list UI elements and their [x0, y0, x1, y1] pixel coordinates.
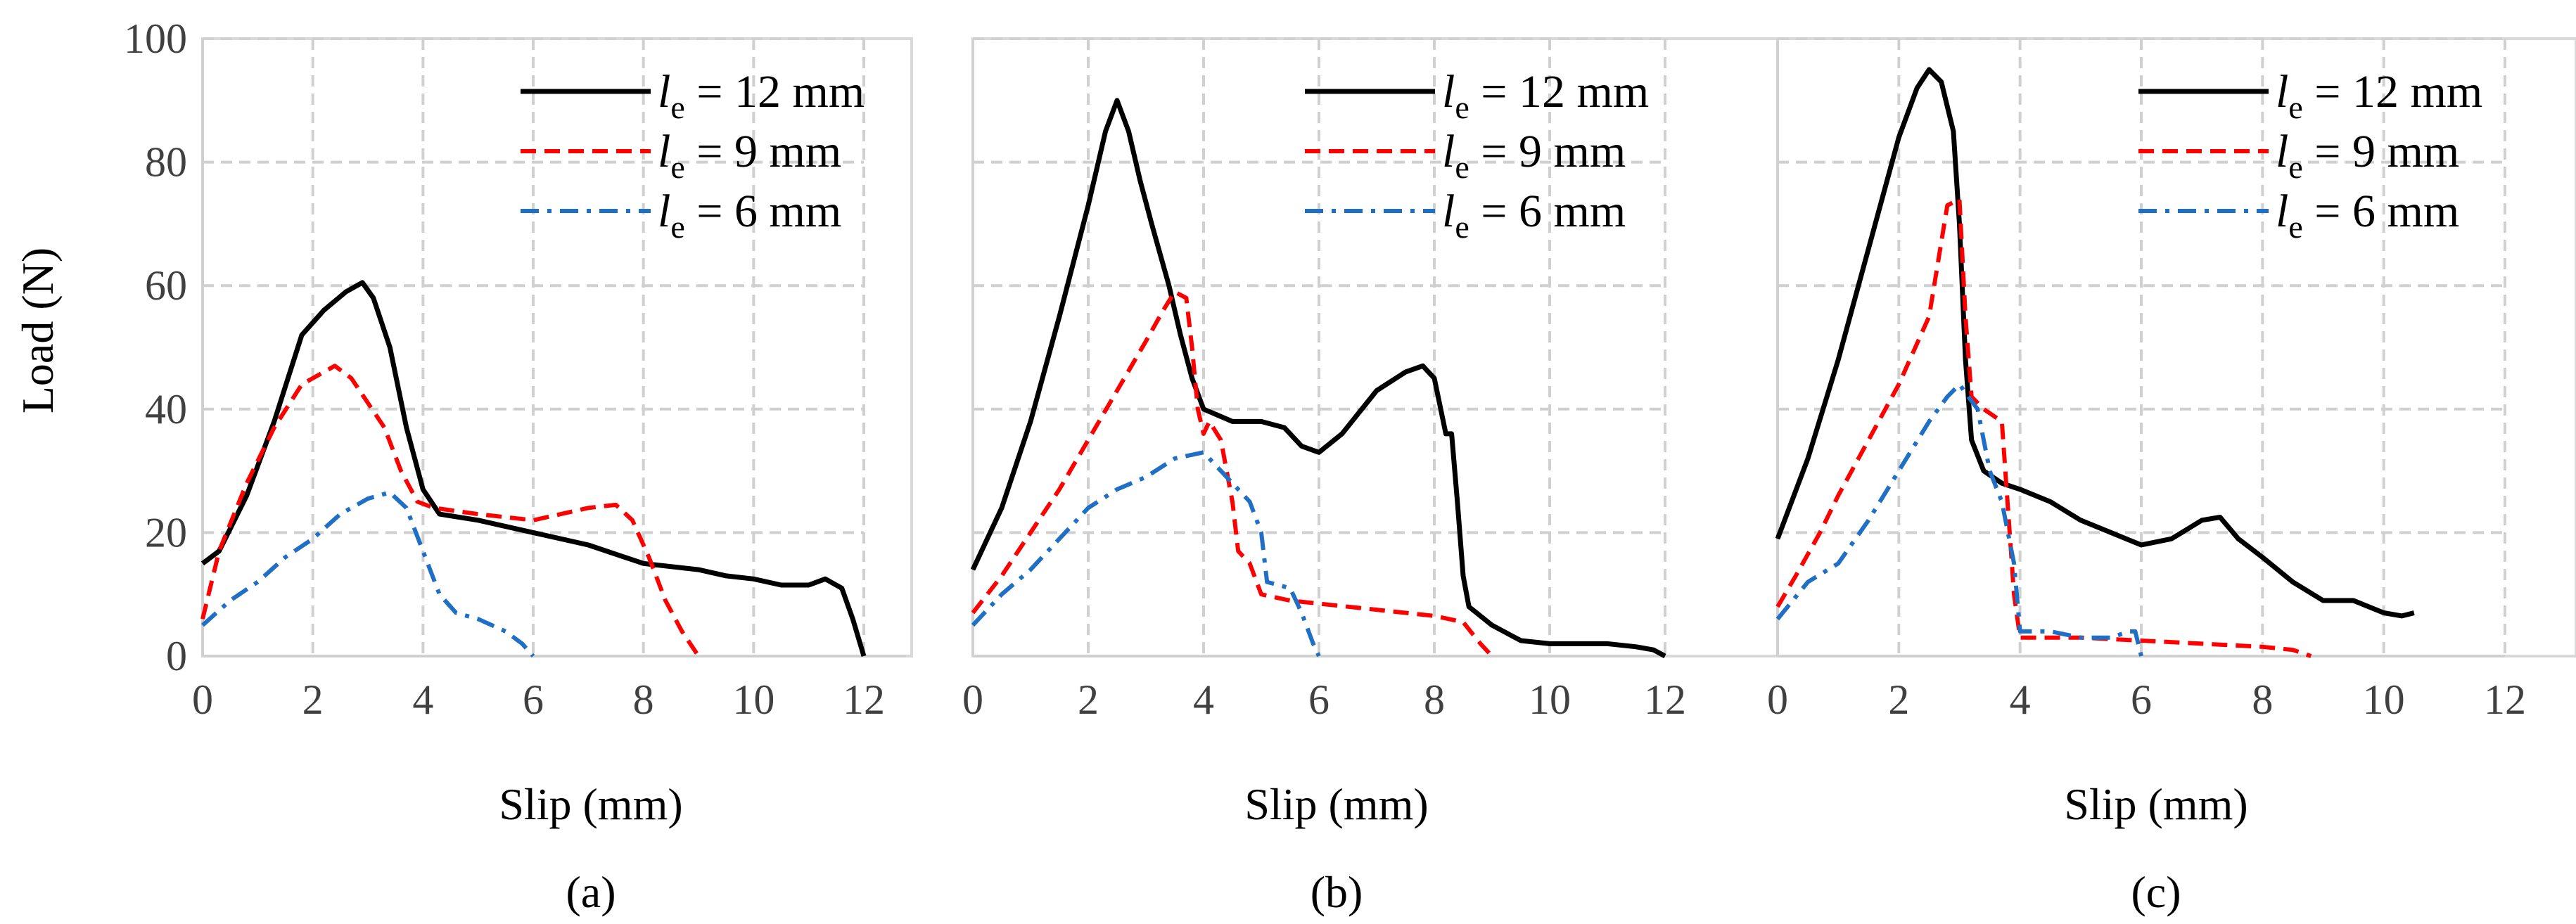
panel-c-x-ticks: 0 2 4 6 8 10 12 [1767, 676, 2526, 723]
panel-a-x-tick-label: 0 [192, 676, 213, 723]
panel-a-y-tick-label: 0 [166, 633, 187, 679]
panel-c-gridlines [1776, 37, 2506, 657]
panel-b-series-2-line [971, 290, 1494, 658]
panel-a-series-3-line [200, 490, 535, 657]
panel-a-x-tick-label: 8 [633, 676, 654, 723]
panel-b-x-tick-label: 12 [1644, 676, 1686, 723]
panel-a-y-tick-label: 80 [145, 139, 187, 186]
panel-c-x-tick-label: 12 [2484, 676, 2526, 723]
panel-c-x-tick-label: 10 [2363, 676, 2405, 723]
panel-a-legend-label: le = 9 mm [658, 126, 841, 185]
panel-a-legend-label: le = 12 mm [658, 66, 865, 125]
panel-a-series-1-line [200, 280, 867, 657]
panel-b-series [970, 98, 1666, 659]
panel-b-x-tick-label: 6 [1308, 676, 1330, 723]
panel-c-x-tick-label: 2 [1888, 676, 1909, 723]
panel-b-x-tick-label: 2 [1078, 676, 1099, 723]
panel-b-legend-label: le = 12 mm [1442, 66, 1649, 125]
panel-b-x-tick-label: 8 [1424, 676, 1445, 723]
panel-c-legend-label: le = 9 mm [2276, 126, 2459, 185]
panel-a-x-tick-label: 12 [843, 676, 885, 723]
panel-b-frame [971, 37, 1780, 657]
panel-b-x-axis-title: Slip (mm) [1244, 779, 1428, 829]
panel-a-series [200, 280, 867, 657]
panel-b-label: (b) [1311, 867, 1363, 917]
panel-a-y-tick-label: 40 [145, 386, 187, 432]
panel-b-x-ticks: 0 2 4 6 8 10 12 [962, 676, 1686, 723]
panel-c-series [1775, 67, 2415, 658]
y-axis-title: Load (N) [13, 248, 63, 413]
panel-c-x-tick-label: 8 [2252, 676, 2273, 723]
panel-a-frame [201, 37, 913, 657]
panel-a-x-tick-label: 2 [302, 676, 324, 723]
panel-a-x-ticks: 0 2 4 6 8 10 12 [192, 676, 885, 723]
panel-a-x-tick-label: 10 [732, 676, 774, 723]
panel-a-legend-label: le = 6 mm [658, 186, 841, 245]
panel-b-gridlines [971, 37, 1666, 657]
panel-c-series-2-line [1775, 197, 2312, 658]
panel-c-series-3-line [1775, 382, 2143, 657]
panel-a-x-tick-label: 4 [412, 676, 433, 723]
panel-b-legend-label: le = 6 mm [1442, 186, 1626, 245]
panel-b-x-tick-label: 4 [1193, 676, 1214, 723]
panel-c-x-axis-title: Slip (mm) [2064, 779, 2247, 829]
panel-c-frame [1776, 37, 2576, 657]
panel-a-y-tick-label: 100 [124, 15, 187, 62]
panel-a-gridlines [201, 37, 906, 657]
panel-c-legend-label: le = 6 mm [2276, 186, 2459, 245]
panel-c-x-tick-label: 6 [2131, 676, 2152, 723]
panel-a-series-2-line [200, 364, 701, 657]
panel-a: 0 20 40 60 80 100 0 2 4 6 8 10 12 Slip (mm) (a) le … [124, 15, 913, 917]
panel-b-x-tick-label: 0 [962, 676, 983, 723]
panel-c-legend-label: le = 12 mm [2276, 66, 2482, 125]
panel-a-y-tick-label: 20 [145, 509, 187, 556]
panel-c-label: (c) [2131, 867, 2181, 917]
panel-a-y-tick-label: 60 [145, 262, 187, 309]
panel-a-label: (a) [566, 867, 616, 917]
panel-b-legend-label: le = 9 mm [1442, 126, 1626, 185]
panel-b-series-3-line [971, 450, 1321, 657]
panel-b-series-1-line [970, 98, 1666, 659]
panel-b-x-tick-label: 10 [1529, 676, 1571, 723]
panel-c-x-tick-label: 0 [1767, 676, 1788, 723]
panel-c-x-tick-label: 4 [2010, 676, 2031, 723]
panel-a-x-axis-title: Slip (mm) [499, 779, 682, 829]
panel-a-x-tick-label: 6 [523, 676, 544, 723]
panel-c-series-1-line [1775, 67, 2415, 619]
panel-a-y-ticks: 0 20 40 60 80 100 [124, 15, 187, 679]
